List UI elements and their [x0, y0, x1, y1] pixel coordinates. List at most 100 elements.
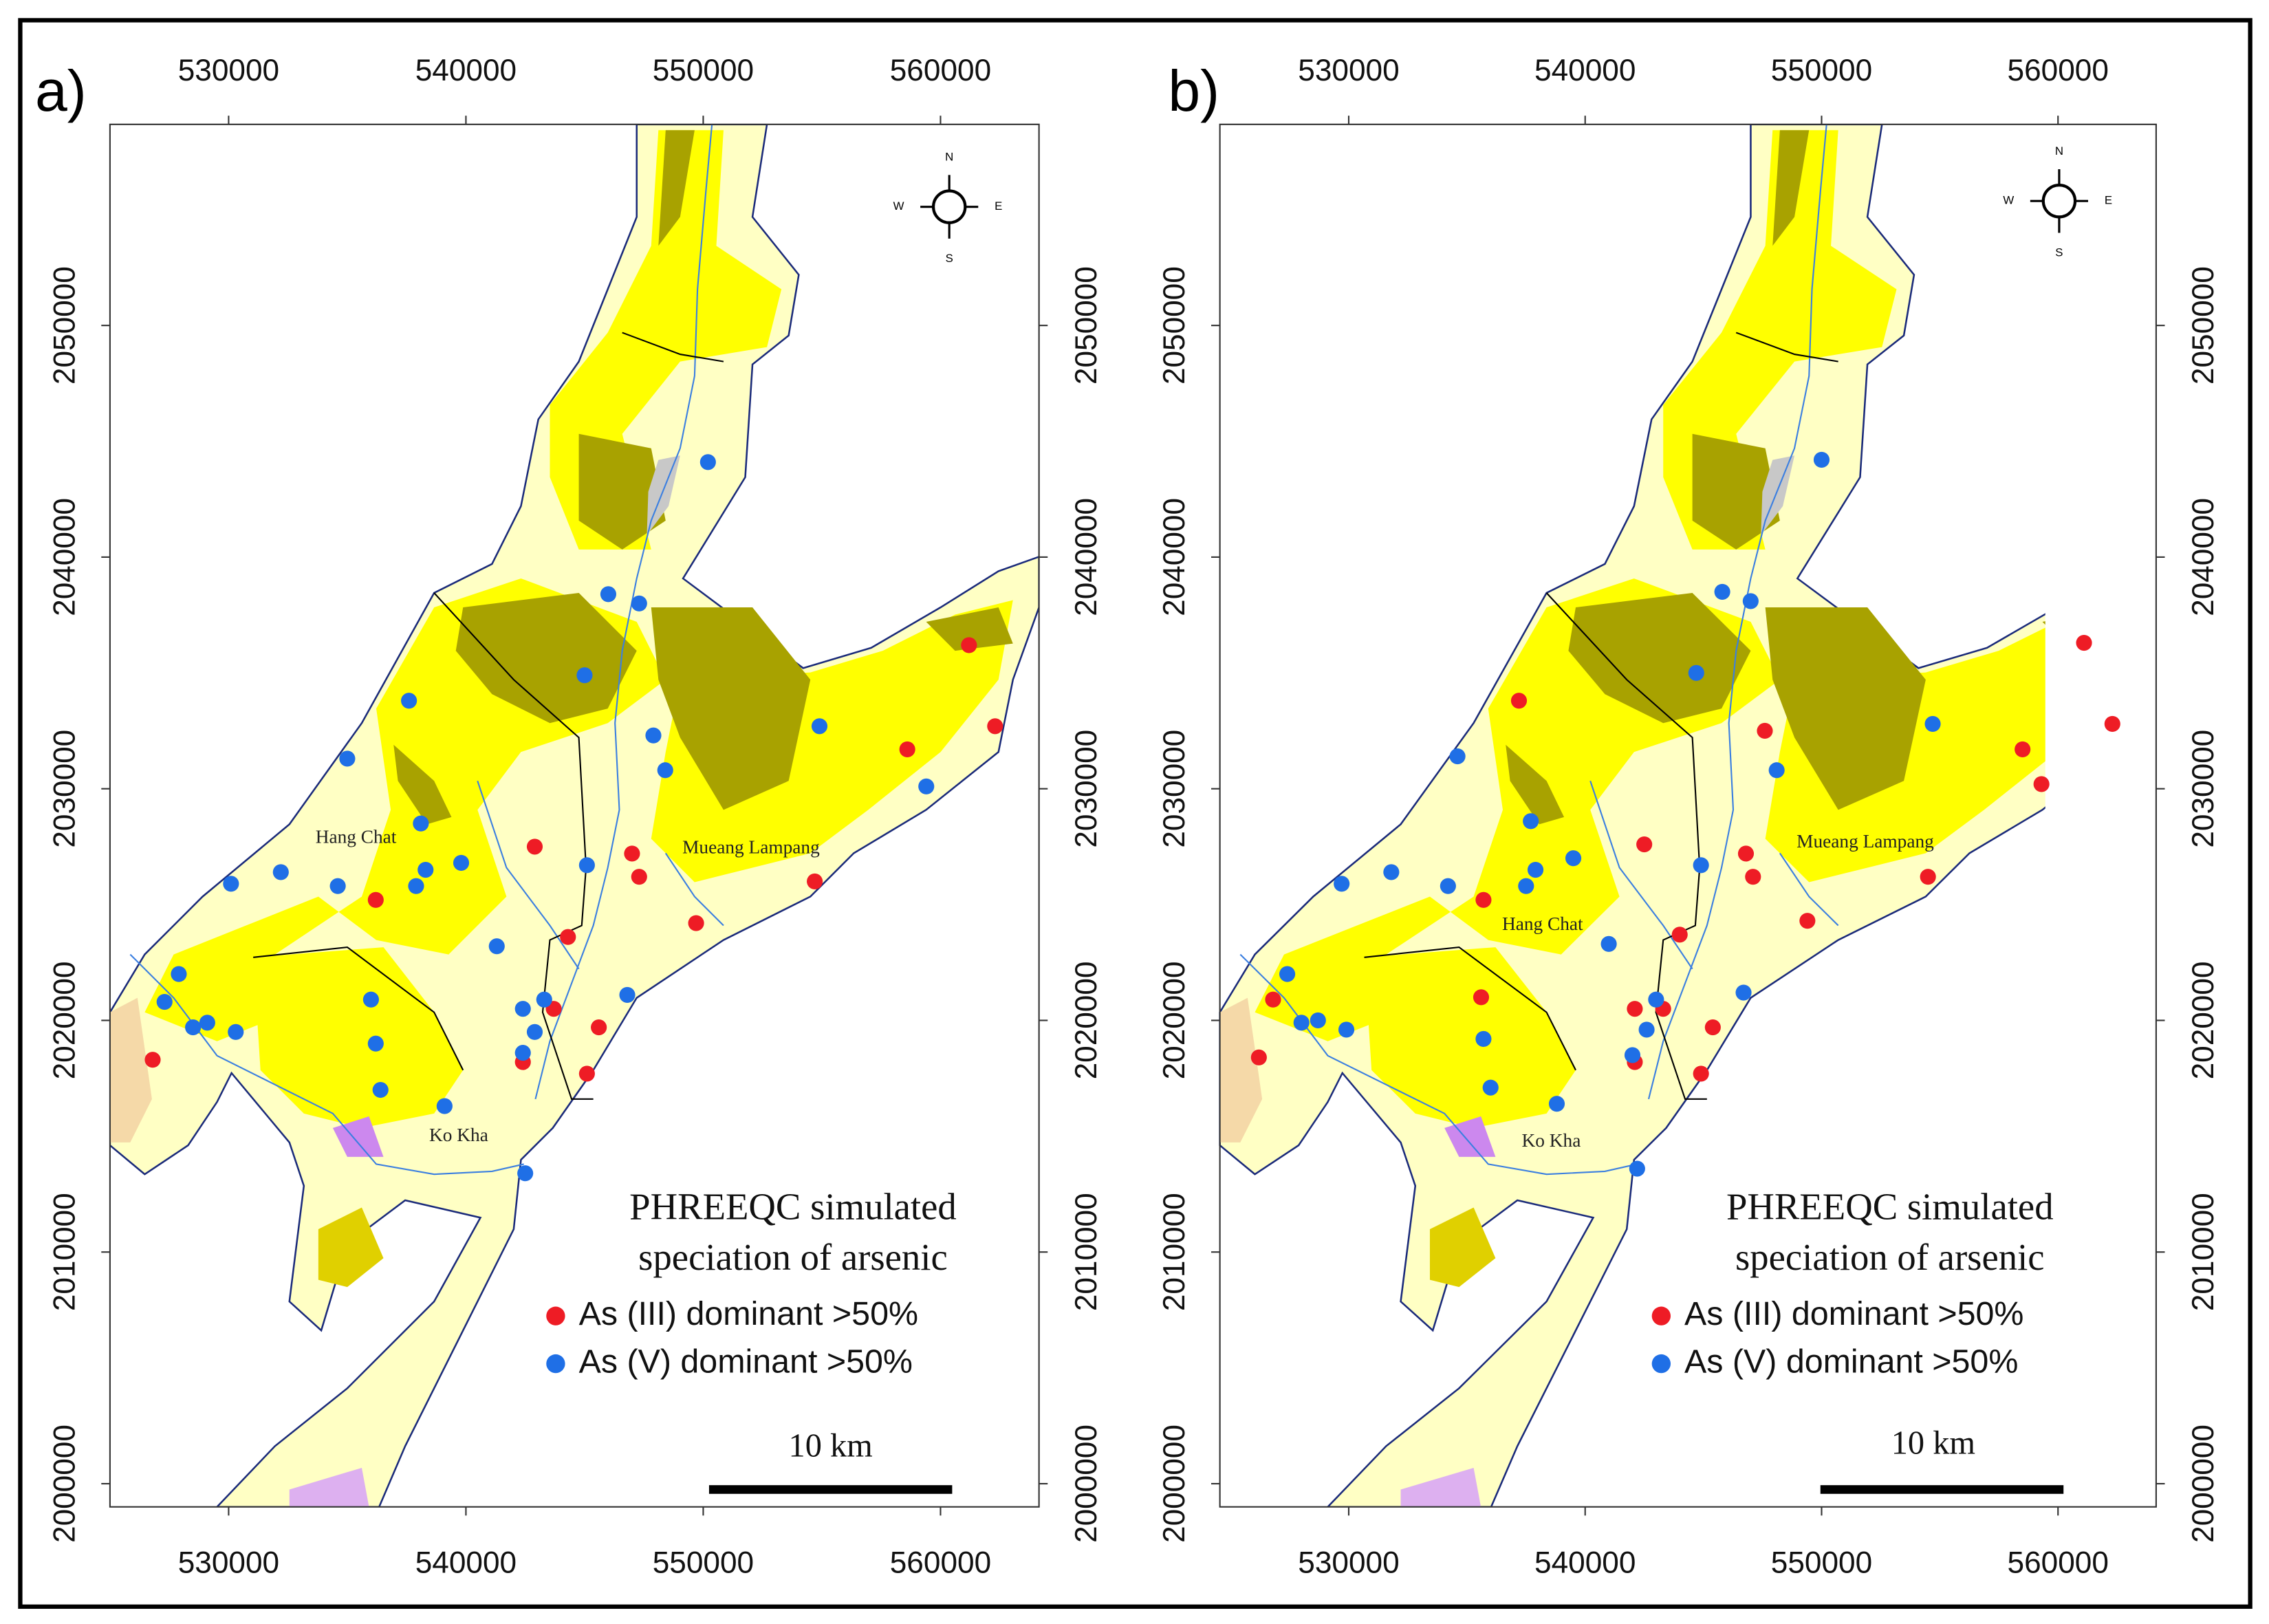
sample-point	[199, 1015, 215, 1031]
sample-point	[1510, 693, 1528, 709]
x-tick-label-top: 540000	[1534, 54, 1636, 87]
x-tick-label-top: 530000	[178, 54, 279, 87]
y-tick-label-right: 2050000	[1070, 266, 1103, 385]
compass-label: E	[2105, 194, 2112, 207]
sample-point	[899, 741, 915, 758]
legend-title: PHREEQC simulated speciation of arsenic	[1726, 1185, 2054, 1279]
y-tick-label-right: 2010000	[2186, 1193, 2220, 1311]
sample-point	[362, 991, 379, 1008]
sample-point	[1737, 845, 1755, 862]
sample-point	[1629, 1160, 1645, 1177]
sample-point	[1704, 1019, 1721, 1036]
y-tick-label-right: 2020000	[2186, 962, 2220, 1080]
x-tick-label-bottom: 550000	[653, 1546, 754, 1579]
y-tick-label-right: 2050000	[2186, 266, 2220, 385]
x-tick-label-top: 550000	[653, 54, 754, 87]
y-tick-label-right: 2040000	[1070, 498, 1103, 616]
x-tick-label-top: 550000	[1771, 54, 1872, 87]
sample-point	[576, 667, 593, 684]
compass-label: E	[995, 199, 1002, 213]
sample-point	[1799, 913, 1816, 929]
place-name: Mueang Lampang	[682, 836, 820, 857]
sample-point	[453, 854, 470, 871]
panel-label: a)	[35, 58, 87, 123]
sample-point	[1627, 1001, 1643, 1017]
place-name: Mueang Lampang	[1796, 831, 1934, 852]
sample-point	[1671, 927, 1688, 943]
frame-border-b	[1219, 123, 2157, 1508]
sample-point	[156, 993, 173, 1010]
scale-bar	[1820, 1485, 2064, 1494]
y-tick-label-right: 2030000	[1070, 730, 1103, 848]
sample-point	[1688, 664, 1704, 681]
sample-point	[1813, 451, 1830, 468]
sample-point	[619, 986, 636, 1003]
sample-point	[699, 454, 716, 470]
y-tick-label-right: 2000000	[1070, 1425, 1103, 1543]
sample-point	[526, 838, 543, 855]
sample-point	[2076, 634, 2092, 651]
x-tick-label-bottom: 530000	[178, 1546, 279, 1579]
sample-point	[408, 878, 424, 894]
sample-point	[2015, 741, 2031, 758]
compass-label: N	[945, 151, 953, 164]
sample-point	[401, 693, 417, 709]
sample-point	[624, 845, 640, 862]
sample-point	[1565, 850, 1582, 867]
sample-point	[526, 1024, 543, 1040]
sample-point	[1279, 966, 1296, 982]
place-name: Ko Kha	[1522, 1130, 1581, 1151]
sample-point	[1338, 1021, 1355, 1038]
sample-point	[1714, 583, 1730, 600]
x-tick-label-bottom: 530000	[1298, 1546, 1399, 1579]
sample-point	[1518, 878, 1534, 894]
sample-point	[1334, 876, 1350, 892]
sample-point	[1693, 1065, 1709, 1082]
compass-label: W	[2003, 194, 2014, 207]
y-tick-label-left: 2040000	[47, 498, 81, 616]
sample-point	[807, 873, 823, 889]
panel-label: b)	[1168, 58, 1219, 123]
sample-point	[372, 1081, 389, 1098]
sample-point	[2104, 715, 2120, 732]
sample-point	[1768, 762, 1785, 779]
sample-point	[1693, 857, 1709, 874]
compass-label: S	[2055, 246, 2063, 259]
sample-point	[185, 1019, 202, 1036]
y-tick-label-left: 2020000	[47, 962, 81, 1080]
sample-point	[436, 1098, 453, 1114]
sample-point	[600, 586, 617, 603]
legend-marker	[546, 1354, 565, 1374]
y-tick-label-left: 2030000	[1158, 730, 1191, 848]
legend-title: PHREEQC simulated speciation of arsenic	[629, 1185, 957, 1279]
place-name: Hang Chat	[316, 827, 397, 847]
place-name: Hang Chat	[1502, 913, 1583, 934]
sample-point	[1475, 1030, 1492, 1047]
sample-point	[329, 878, 346, 894]
x-tick-label-bottom: 560000	[2008, 1546, 2109, 1579]
y-tick-label-right: 2040000	[2186, 498, 2220, 616]
sample-point	[811, 718, 828, 735]
scale-bar	[708, 1485, 953, 1494]
compass-label: W	[893, 199, 904, 213]
sample-point	[961, 637, 977, 653]
y-tick-label-right: 2010000	[1070, 1193, 1103, 1311]
legend-label: As (III) dominant >50%	[1684, 1295, 2023, 1332]
sample-point	[1624, 1047, 1641, 1063]
sample-point	[578, 1065, 595, 1082]
sample-point	[657, 762, 673, 779]
sample-point	[488, 938, 505, 955]
sample-point	[1265, 991, 1281, 1008]
y-tick-label-left: 2020000	[1158, 962, 1191, 1080]
y-tick-label-left: 2010000	[1158, 1193, 1191, 1311]
x-tick-label-bottom: 550000	[1771, 1546, 1872, 1579]
sample-point	[1920, 869, 1936, 885]
sample-point	[1757, 722, 1773, 739]
sample-point	[645, 727, 662, 744]
compass-ring	[931, 189, 967, 224]
y-tick-label-left: 2050000	[47, 266, 81, 385]
frame-border-a	[109, 123, 1040, 1508]
sample-point	[631, 595, 647, 611]
